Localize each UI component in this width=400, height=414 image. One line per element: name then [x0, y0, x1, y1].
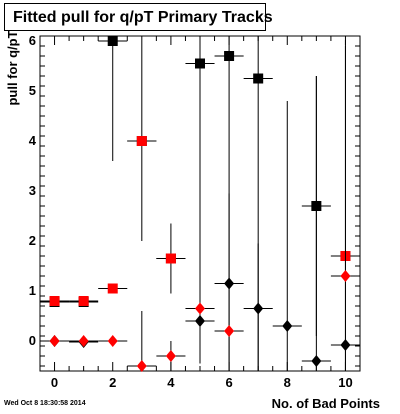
- data-point-square: [253, 73, 264, 84]
- y-tick-label: 4: [29, 133, 37, 148]
- data-point-diamond: [195, 302, 205, 315]
- y-tick-label: 0: [29, 333, 36, 348]
- data-point-diamond: [340, 339, 351, 351]
- data-point-diamond: [224, 277, 235, 290]
- x-tick-label: 2: [109, 375, 116, 390]
- y-tick-label: 1: [29, 283, 36, 298]
- data-point-diamond: [253, 302, 264, 315]
- x-tick-label: 6: [225, 375, 232, 390]
- x-tick-label: 10: [338, 375, 352, 390]
- data-point-diamond: [78, 335, 89, 347]
- data-point-square: [165, 253, 176, 264]
- y-tick-label: 3: [29, 183, 36, 198]
- y-tick-label: 5: [29, 83, 36, 98]
- data-point-diamond: [49, 335, 60, 347]
- data-point-square: [107, 36, 118, 46]
- chart-title: Fitted pull for q/pT Primary Tracks: [13, 9, 273, 26]
- data-point-diamond: [107, 335, 118, 347]
- data-point-square: [195, 58, 205, 69]
- y-tick-label: 6: [29, 33, 36, 48]
- x-axis-label: No. of Bad Points: [271, 396, 380, 411]
- x-tick-label: 0: [51, 375, 58, 390]
- x-tick-label: 4: [167, 375, 175, 390]
- data-point-diamond: [165, 350, 176, 362]
- x-tick-label: 8: [284, 375, 291, 390]
- data-point-square: [136, 136, 147, 146]
- y-tick-label: 2: [29, 233, 36, 248]
- data-point-diamond: [282, 320, 293, 332]
- data-point-diamond: [224, 325, 235, 337]
- data-point-square: [49, 296, 60, 306]
- title-box: Fitted pull for q/pT Primary Tracks: [4, 3, 273, 31]
- timestamp: Wed Oct 8 18:30:58 2014: [4, 400, 86, 407]
- data-point-diamond: [311, 355, 322, 367]
- data-point-square: [107, 283, 118, 294]
- data-point-square: [224, 51, 235, 61]
- data-point-diamond: [136, 360, 147, 372]
- data-point-diamond: [195, 315, 205, 327]
- data-point-diamond: [340, 270, 351, 282]
- data-point-square: [78, 296, 89, 306]
